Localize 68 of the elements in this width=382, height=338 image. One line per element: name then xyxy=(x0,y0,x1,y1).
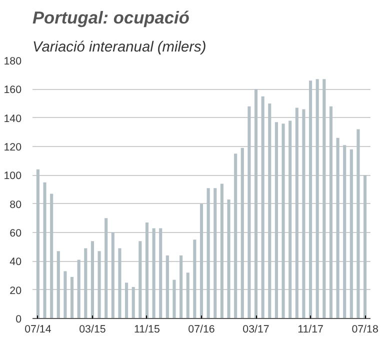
x-tick-label: 11/15 xyxy=(134,324,160,336)
bar xyxy=(166,255,169,318)
bar xyxy=(90,241,94,318)
bar xyxy=(193,240,196,318)
bar xyxy=(98,251,101,318)
x-tick-label: 03/15 xyxy=(79,324,106,336)
bar xyxy=(50,194,54,318)
bar xyxy=(322,79,326,318)
bar xyxy=(118,248,122,318)
bar xyxy=(70,276,74,318)
bar xyxy=(186,272,190,318)
y-tick-label: 20 xyxy=(10,284,22,297)
bar xyxy=(84,248,88,318)
bar xyxy=(172,280,176,318)
bar xyxy=(295,108,298,318)
bar xyxy=(248,106,251,318)
bar xyxy=(145,222,149,318)
y-tick-label: 80 xyxy=(10,198,22,211)
bar xyxy=(329,106,333,318)
bar xyxy=(104,218,108,318)
bar xyxy=(261,96,264,318)
bar xyxy=(214,188,217,318)
bar xyxy=(152,228,156,318)
bar xyxy=(77,260,80,318)
bar xyxy=(254,89,258,318)
bar xyxy=(356,129,360,318)
bar xyxy=(240,148,244,318)
y-tick-label: 180 xyxy=(4,56,22,68)
bar xyxy=(268,104,272,318)
x-tick-label: 07/16 xyxy=(188,324,215,336)
chart-subtitle: Variació interanual (milers) xyxy=(32,40,206,56)
y-tick-label: 140 xyxy=(4,112,22,125)
bar xyxy=(206,188,210,318)
y-tick-label: 0 xyxy=(16,314,22,326)
bar xyxy=(274,122,278,318)
y-tick-label: 100 xyxy=(4,170,22,182)
y-tick-label: 120 xyxy=(4,142,22,154)
bar xyxy=(220,184,224,318)
bar xyxy=(159,228,162,318)
bar xyxy=(309,80,312,318)
bar xyxy=(64,271,67,318)
bar xyxy=(336,138,340,318)
bar xyxy=(125,282,128,318)
bar xyxy=(282,124,285,318)
bar xyxy=(180,255,183,318)
bar xyxy=(364,175,367,318)
y-tick-label: 160 xyxy=(4,84,22,96)
bar xyxy=(132,286,135,318)
bar xyxy=(302,109,306,318)
x-tick-label: 03/17 xyxy=(242,324,270,336)
bar xyxy=(227,200,230,318)
x-tick-label: 07/18 xyxy=(352,324,378,336)
bar xyxy=(56,251,60,318)
bar xyxy=(200,204,204,318)
bar xyxy=(234,154,238,318)
bar xyxy=(343,145,346,318)
chart-title: Portugal: ocupació xyxy=(32,8,190,28)
y-tick-label: 60 xyxy=(10,228,22,240)
bar xyxy=(316,79,319,318)
y-tick-label: 40 xyxy=(10,256,22,268)
bar xyxy=(350,149,353,318)
bar xyxy=(43,182,46,318)
bar xyxy=(111,232,114,318)
bar xyxy=(288,120,292,318)
x-tick-label: 07/14 xyxy=(24,324,52,336)
bar xyxy=(36,169,40,318)
x-tick-label: 11/17 xyxy=(298,324,324,336)
bar xyxy=(138,241,142,318)
